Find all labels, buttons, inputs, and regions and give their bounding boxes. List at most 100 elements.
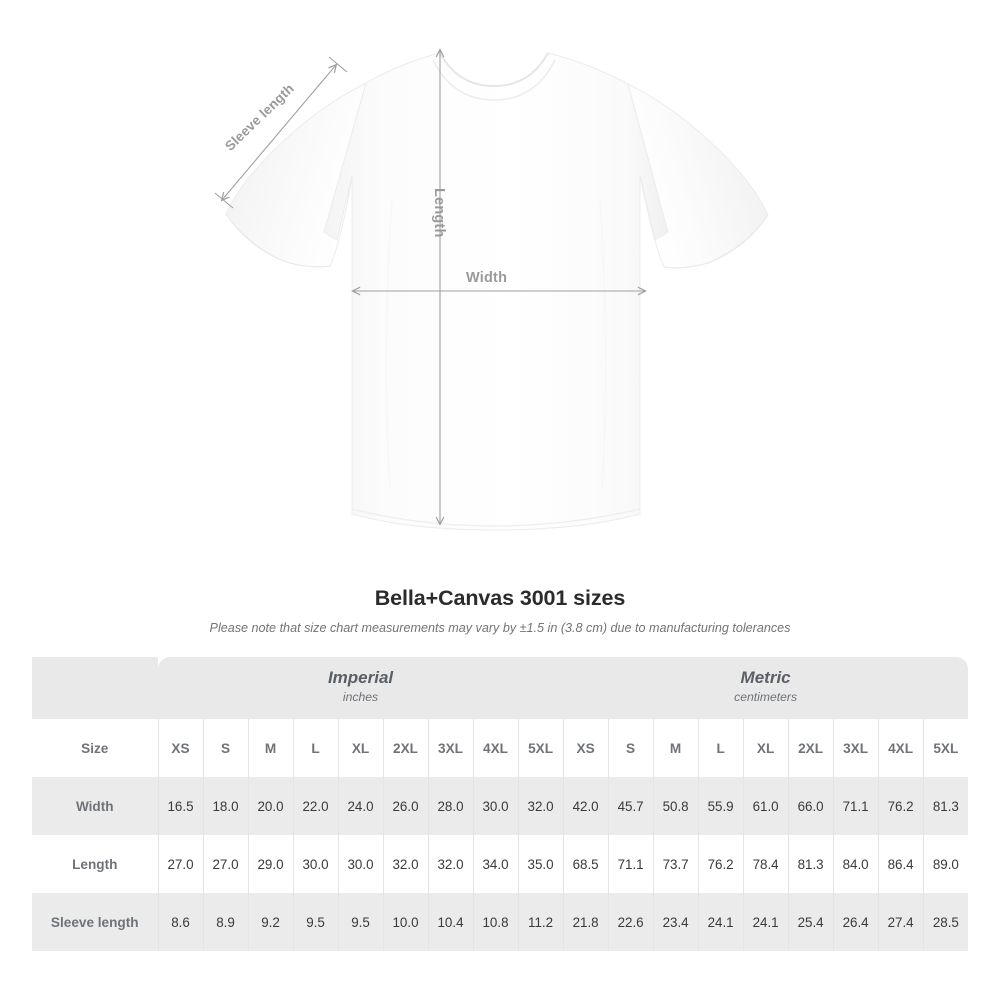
measurement-cell: 30.0 [292,835,339,893]
size-header-cell: 4XL [472,719,519,777]
unit-group-name: Metric [740,668,791,688]
measurement-cell: 78.4 [742,835,789,893]
measurement-cell: 16.5 [157,777,204,835]
size-header-row: Size XS S M L XL 2XL 3XL 4XL 5XL XS S M L XL 2XL 3XL 4XL 5… [32,719,969,777]
measurement-cell: 71.1 [832,777,879,835]
unit-group-sub: centimeters [734,690,798,705]
measurement-cell: 61.0 [742,777,789,835]
row-label: Length [32,835,158,893]
measurement-cell: 9.5 [337,893,384,951]
tshirt-hem [351,508,641,527]
measurement-cell: 22.6 [607,893,654,951]
measurement-cell: 76.2 [697,835,744,893]
size-header-cell: L [292,719,339,777]
measurement-cell: 29.0 [247,835,294,893]
measurement-cell: 81.3 [787,835,834,893]
sleeve-length-arrow [214,56,348,209]
measurement-cell: 28.0 [427,777,474,835]
unit-group-imperial: Imperial inches [158,657,564,719]
measurement-cell: 8.9 [202,893,249,951]
size-header-cell: 3XL [832,719,879,777]
measurement-cell: 25.4 [787,893,834,951]
table-row: Width 16.5 18.0 20.0 22.0 24.0 26.0 28.0 30.0 32.… [32,777,969,835]
measurement-cell: 45.7 [607,777,654,835]
measurement-cell: 35.0 [517,835,564,893]
size-header-cell: XS [157,719,204,777]
page-title: Bella+Canvas 3001 sizes [374,586,626,610]
measurement-cell: 73.7 [652,835,699,893]
measurement-cell: 32.0 [427,835,474,893]
row-label: Width [32,777,158,835]
measurement-cell: 71.1 [607,835,654,893]
tshirt-right-sleeve [627,83,769,269]
measurement-cell: 68.5 [562,835,609,893]
tshirt-svg [214,0,769,531]
measurement-cell: 32.0 [382,835,429,893]
measurement-cell: 50.8 [652,777,699,835]
unit-band-spacer [32,657,158,719]
size-header-cell: M [652,719,699,777]
measurement-cell: 18.0 [202,777,249,835]
unit-group-sub: inches [342,690,379,705]
measurement-cell: 30.0 [472,777,519,835]
measurement-cell: 66.0 [787,777,834,835]
measurement-cell: 28.5 [922,893,969,951]
table-row: Length 27.0 27.0 29.0 30.0 30.0 32.0 32.0 34.0 35… [32,835,969,893]
measurement-cell: 76.2 [877,777,924,835]
measurement-cell: 9.5 [292,893,339,951]
size-header-cell: 5XL [517,719,564,777]
size-chart-table: Imperial inches Metric centimeters Size XS S M L… [32,657,969,951]
measurement-cell: 23.4 [652,893,699,951]
size-header-cell: S [202,719,249,777]
measurement-cell: 10.4 [427,893,474,951]
size-header-label: Size [32,719,158,777]
measurement-cell: 30.0 [337,835,384,893]
measurement-cell: 24.0 [337,777,384,835]
measurement-cell: 84.0 [832,835,879,893]
measurement-cell: 11.2 [517,893,564,951]
tshirt-collar [432,52,556,101]
size-header-cell: M [247,719,294,777]
size-header-cell: 5XL [922,719,969,777]
measurement-cell: 27.0 [202,835,249,893]
measurement-cell: 24.1 [697,893,744,951]
size-header-cell: 3XL [427,719,474,777]
measurement-cell: 26.0 [382,777,429,835]
measurement-cell: 89.0 [922,835,969,893]
size-header-cell: L [697,719,744,777]
measurement-cell: 21.8 [562,893,609,951]
table-row: Sleeve length 8.6 8.9 9.2 9.5 9.5 10.0 10.4 10.8… [32,893,969,951]
measurement-cell: 9.2 [247,893,294,951]
measurement-cell: 86.4 [877,835,924,893]
tshirt-folds [385,199,607,491]
unit-group-name: Imperial [327,668,394,688]
measurement-cell: 27.0 [157,835,204,893]
length-label: Length [431,188,447,238]
unit-band-row: Imperial inches Metric centimeters [32,657,969,719]
width-label: Width [466,270,508,286]
size-chart-heading: Bella+Canvas 3001 sizes Please note that… [0,570,1000,635]
measurement-cell: 81.3 [922,777,969,835]
measurement-cell: 34.0 [472,835,519,893]
measurement-cell: 42.0 [562,777,609,835]
row-label: Sleeve length [32,893,158,951]
measurement-cell: 22.0 [292,777,339,835]
tolerance-note: Please note that size chart measurements… [209,621,791,635]
size-header-cell: 2XL [787,719,834,777]
measurement-cell: 8.6 [157,893,204,951]
size-header-cell: 2XL [382,719,429,777]
size-header-cell: 4XL [877,719,924,777]
tshirt-illustration: Sleeve length Length Width [214,0,769,531]
measurement-cell: 32.0 [517,777,564,835]
measurement-cell: 24.1 [742,893,789,951]
size-header-cell: XL [742,719,789,777]
size-header-cell: S [607,719,654,777]
measurement-cell: 27.4 [877,893,924,951]
size-chart-table-wrap: Imperial inches Metric centimeters Size XS S M L… [32,657,969,951]
measurement-cell: 26.4 [832,893,879,951]
measurement-cell: 55.9 [697,777,744,835]
unit-group-metric: Metric centimeters [563,657,969,719]
measurement-cell: 10.8 [472,893,519,951]
size-header-cell: XS [562,719,609,777]
measurement-cell: 10.0 [382,893,429,951]
